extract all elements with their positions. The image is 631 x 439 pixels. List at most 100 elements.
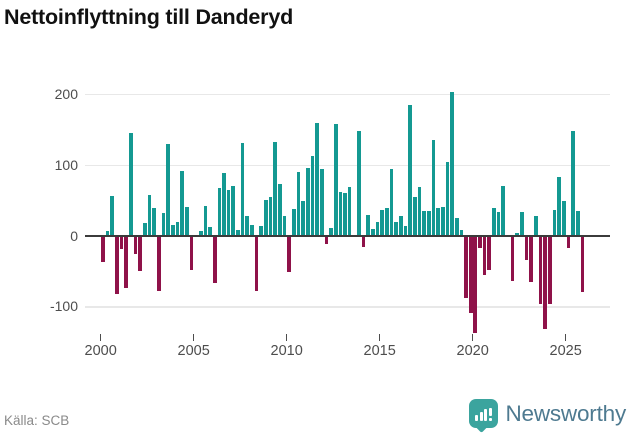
bar-positive — [180, 170, 184, 236]
bar-positive — [143, 223, 147, 236]
bar-positive — [282, 216, 287, 236]
bar-positive — [445, 161, 450, 236]
bar-positive — [431, 140, 436, 236]
bar-positive — [264, 199, 268, 236]
y-axis-tick-label: -100 — [49, 298, 78, 315]
bar-negative — [115, 237, 119, 295]
gridline — [85, 93, 610, 96]
bar-positive — [152, 207, 157, 236]
bar-positive — [450, 91, 454, 236]
newsworthy-wordmark: Newsworthy — [505, 400, 626, 426]
bar-positive — [184, 206, 189, 236]
y-axis-tick-label: 0 — [70, 227, 78, 244]
y-axis-tick-label: 100 — [54, 156, 78, 173]
x-axis-tick-label: 2010 — [270, 343, 303, 359]
bar-positive — [501, 185, 506, 236]
bar-positive — [222, 172, 226, 236]
bar-positive — [412, 197, 417, 236]
bar-positive — [315, 122, 319, 236]
bar-positive — [310, 155, 315, 236]
bar-positive — [385, 207, 389, 236]
bar-positive — [333, 124, 338, 236]
source-note: Källa: SCB — [4, 413, 70, 428]
bar-positive — [343, 192, 347, 236]
bar-positive — [492, 207, 496, 236]
bar-positive — [426, 211, 431, 236]
bar-negative — [580, 237, 585, 293]
bar-positive — [338, 192, 343, 236]
bar-negative — [473, 237, 478, 333]
bar-positive — [259, 226, 264, 236]
bar-negative — [487, 237, 492, 270]
bar-positive — [129, 133, 133, 236]
bar-positive — [496, 211, 501, 236]
bar-negative — [543, 237, 547, 330]
bar-positive — [198, 231, 203, 236]
bar-positive — [557, 177, 561, 236]
x-axis-tick-label: 2000 — [84, 343, 117, 359]
bar-positive — [250, 225, 254, 236]
bar-positive — [403, 226, 408, 236]
zero-axis-line — [85, 234, 610, 238]
bar-positive — [301, 201, 305, 236]
bar-positive — [399, 216, 403, 236]
bar-positive — [380, 209, 385, 236]
bar-positive — [533, 216, 538, 236]
x-axis-tick — [99, 334, 102, 341]
bar-negative — [566, 237, 571, 248]
bar-positive — [110, 195, 115, 236]
bar-positive — [231, 185, 236, 236]
bar-positive — [161, 212, 166, 236]
bar-negative — [538, 237, 543, 305]
bar-negative — [324, 237, 329, 245]
bar-positive — [245, 216, 250, 236]
bar-positive — [375, 221, 380, 236]
bar-positive — [170, 225, 175, 236]
bar-negative — [510, 237, 515, 281]
x-axis-tick — [471, 334, 474, 341]
bar-negative — [524, 237, 529, 261]
bar-positive — [371, 228, 375, 236]
bar-negative — [156, 237, 161, 291]
gridline — [85, 306, 610, 308]
x-axis-tick-label: 2005 — [177, 343, 210, 359]
bar-positive — [408, 105, 412, 236]
bar-positive — [226, 189, 231, 236]
bar-negative — [464, 237, 468, 298]
bar-positive — [422, 211, 426, 236]
bar-negative — [138, 237, 143, 271]
bar-positive — [273, 141, 278, 236]
bar-positive — [208, 226, 212, 236]
bar-positive — [520, 211, 524, 236]
x-axis-tick-label: 2020 — [456, 343, 489, 359]
bar-positive — [217, 187, 222, 236]
bar-positive — [394, 221, 399, 236]
bar-negative — [133, 237, 138, 254]
bar-positive — [347, 187, 352, 236]
bar-negative — [478, 237, 482, 249]
bar-negative — [189, 237, 194, 270]
y-axis-tick-label: 200 — [54, 85, 78, 102]
bar-positive — [552, 209, 557, 236]
bar-negative — [119, 237, 124, 250]
bar-negative — [101, 237, 105, 263]
bar-positive — [366, 214, 371, 236]
bar-negative — [254, 237, 259, 291]
bar-positive — [268, 197, 273, 236]
gridline — [85, 164, 610, 166]
bar-positive — [175, 221, 180, 236]
bar-negative — [361, 237, 366, 247]
bar-positive — [166, 143, 170, 236]
bar-positive — [305, 168, 310, 236]
bar-positive — [436, 208, 440, 236]
bar-positive — [105, 231, 110, 236]
bar-negative — [468, 237, 473, 314]
bar-positive — [417, 187, 422, 236]
bar-negative — [482, 237, 487, 275]
bar-positive — [459, 230, 464, 236]
bar-positive — [515, 233, 520, 236]
bar-positive — [571, 131, 575, 236]
x-axis-tick — [285, 334, 288, 341]
